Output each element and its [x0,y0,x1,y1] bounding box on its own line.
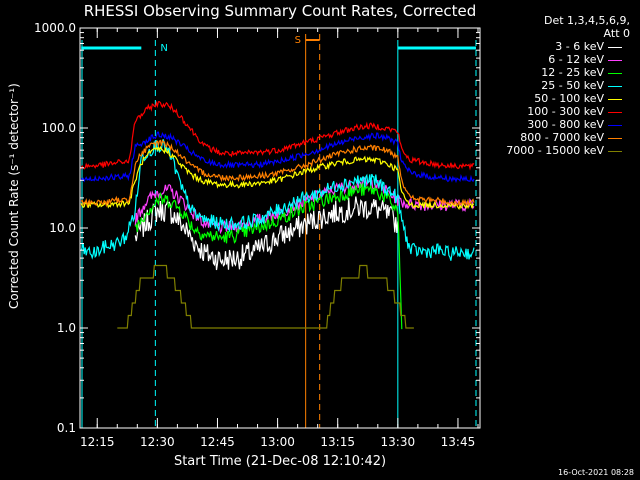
legend-item-swatch [608,125,622,126]
legend-item: 800 - 7000 keV [470,131,630,144]
saa-marker-label: S [295,35,301,46]
y-tick-label: 1.0 [57,321,76,335]
x-tick-label: 13:30 [381,435,416,449]
legend-item: 25 - 50 keV [470,79,630,92]
legend: 3 - 6 keV 6 - 12 keV 12 - 25 keV 25 - 50 ke… [470,40,630,157]
series-line [80,139,475,208]
legend-item-swatch [608,47,622,48]
legend-item-label: 25 - 50 keV [541,79,604,92]
series-line [80,100,475,171]
legend-item: 12 - 25 keV [470,66,630,79]
y-axis-label: Corrected Count Rate (s⁻¹ detector⁻¹) [7,83,21,309]
series-line [134,176,475,235]
legend-item: 3 - 6 keV [470,40,630,53]
legend-item: 6 - 12 keV [470,53,630,66]
series-line [80,145,475,210]
legend-item: 300 - 800 keV [470,118,630,131]
legend-item-swatch [608,112,622,113]
y-tick-label: 0.1 [57,421,76,435]
legend-item-swatch [608,73,622,74]
x-tick-label: 12:45 [200,435,235,449]
series-line [80,131,475,184]
series-line [134,196,399,271]
x-tick-label: 12:30 [140,435,175,449]
y-tick-label: 100.0 [42,121,76,135]
x-tick-label: 13:00 [260,435,295,449]
axes-layer: 0.1 1.0 10.0 100.0 1000.0 12:15 12:30 12:45 13:0… [34,21,480,449]
chart-title: RHESSI Observing Summary Count Rates, Co… [83,2,477,20]
legend-item: 100 - 300 keV [470,105,630,118]
legend-item-swatch [608,60,622,61]
legend-item-swatch [608,86,622,87]
legend-item-label: 300 - 800 keV [527,118,604,131]
legend-item-label: 100 - 300 keV [527,105,604,118]
x-tick-label: 13:15 [320,435,355,449]
legend-item-label: 12 - 25 keV [541,66,604,79]
legend-item-swatch [608,151,622,152]
generation-timestamp: 16-Oct-2021 08:28 [558,468,634,477]
series-line [80,139,475,261]
y-tick-label: 10.0 [49,221,76,235]
legend-item-label: 3 - 6 keV [555,40,604,53]
series-line [134,182,403,330]
legend-item-swatch [608,138,622,139]
legend-item: 50 - 100 keV [470,92,630,105]
legend-detectors-line1: Det 1,3,4,5,6,9, [543,14,630,27]
legend-item-label: 50 - 100 keV [534,92,604,105]
series-layer [80,100,475,330]
x-axis-label: Start Time (21-Dec-08 12:10:42) [173,454,387,469]
night-marker-label: N [160,43,167,54]
legend-detectors-line2: Att 0 [603,27,630,40]
legend-item-label: 800 - 7000 keV [520,131,604,144]
y-tick-label: 1000.0 [34,21,76,35]
legend-item-label: 6 - 12 keV [548,53,604,66]
legend-item: 7000 - 15000 keV [470,144,630,157]
x-tick-label: 12:15 [80,435,115,449]
series-line [117,264,414,329]
legend-detectors: Det 1,3,4,5,6,9, Att 0 [544,14,630,40]
x-tick-label: 13:45 [441,435,476,449]
legend-item-swatch [608,99,622,100]
legend-item-label: 7000 - 15000 keV [506,144,604,157]
